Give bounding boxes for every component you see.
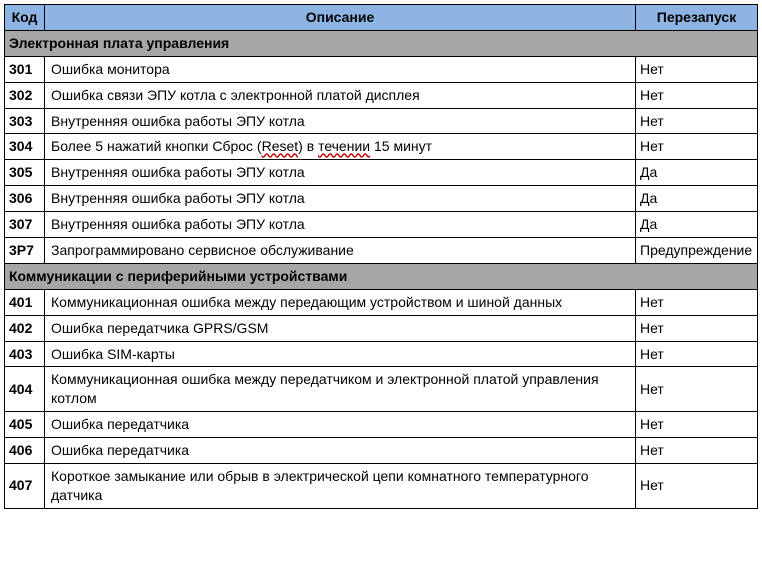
table-row: 306Внутренняя ошибка работы ЭПУ котлаДа bbox=[5, 186, 758, 212]
table-body: Электронная плата управления301Ошибка мо… bbox=[5, 30, 758, 508]
restart-cell: Нет bbox=[636, 289, 758, 315]
desc-cell: Внутренняя ошибка работы ЭПУ котла bbox=[45, 160, 636, 186]
code-cell: 3P7 bbox=[5, 238, 45, 264]
code-cell: 404 bbox=[5, 367, 45, 412]
restart-cell: Нет bbox=[636, 134, 758, 160]
restart-cell: Нет bbox=[636, 412, 758, 438]
code-cell: 402 bbox=[5, 315, 45, 341]
section-header-row: Коммуникации с периферийными устройствам… bbox=[5, 263, 758, 289]
table-row: 406Ошибка передатчикаНет bbox=[5, 438, 758, 464]
desc-cell: Более 5 нажатий кнопки Сброс (Reset) в т… bbox=[45, 134, 636, 160]
code-cell: 307 bbox=[5, 212, 45, 238]
code-cell: 407 bbox=[5, 464, 45, 509]
desc-cell: Внутренняя ошибка работы ЭПУ котла bbox=[45, 186, 636, 212]
code-cell: 305 bbox=[5, 160, 45, 186]
section-title: Электронная плата управления bbox=[5, 30, 758, 56]
desc-cell: Ошибка передатчика GPRS/GSM bbox=[45, 315, 636, 341]
restart-cell: Нет bbox=[636, 82, 758, 108]
section-title: Коммуникации с периферийными устройствам… bbox=[5, 263, 758, 289]
restart-cell: Нет bbox=[636, 108, 758, 134]
desc-cell: Ошибка монитора bbox=[45, 56, 636, 82]
desc-cell: Ошибка передатчика bbox=[45, 412, 636, 438]
col-header-desc: Описание bbox=[45, 5, 636, 31]
table-row: 304Более 5 нажатий кнопки Сброс (Reset) … bbox=[5, 134, 758, 160]
table-row: 404Коммуникационная ошибка между передат… bbox=[5, 367, 758, 412]
restart-cell: Да bbox=[636, 186, 758, 212]
code-cell: 405 bbox=[5, 412, 45, 438]
code-cell: 301 bbox=[5, 56, 45, 82]
table-row: 303Внутренняя ошибка работы ЭПУ котлаНет bbox=[5, 108, 758, 134]
table-row: 403Ошибка SIM-картыНет bbox=[5, 341, 758, 367]
table-header-row: Код Описание Перезапуск bbox=[5, 5, 758, 31]
code-cell: 306 bbox=[5, 186, 45, 212]
table-row: 302Ошибка связи ЭПУ котла с электронной … bbox=[5, 82, 758, 108]
table-row: 305Внутренняя ошибка работы ЭПУ котлаДа bbox=[5, 160, 758, 186]
table-row: 405Ошибка передатчикаНет bbox=[5, 412, 758, 438]
table-row: 301Ошибка монитораНет bbox=[5, 56, 758, 82]
desc-cell: Запрограммировано сервисное обслуживание bbox=[45, 238, 636, 264]
table-row: 3P7Запрограммировано сервисное обслужива… bbox=[5, 238, 758, 264]
restart-cell: Нет bbox=[636, 464, 758, 509]
section-header-row: Электронная плата управления bbox=[5, 30, 758, 56]
desc-cell: Внутренняя ошибка работы ЭПУ котла bbox=[45, 108, 636, 134]
table-row: 402Ошибка передатчика GPRS/GSMНет bbox=[5, 315, 758, 341]
error-codes-table: Код Описание Перезапуск Электронная плат… bbox=[4, 4, 758, 509]
code-cell: 304 bbox=[5, 134, 45, 160]
col-header-code: Код bbox=[5, 5, 45, 31]
restart-cell: Нет bbox=[636, 315, 758, 341]
code-cell: 403 bbox=[5, 341, 45, 367]
code-cell: 303 bbox=[5, 108, 45, 134]
desc-cell: Коммуникационная ошибка между передатчик… bbox=[45, 367, 636, 412]
table-row: 407Короткое замыкание или обрыв в электр… bbox=[5, 464, 758, 509]
restart-cell: Предупреждение bbox=[636, 238, 758, 264]
desc-cell: Ошибка SIM-карты bbox=[45, 341, 636, 367]
restart-cell: Нет bbox=[636, 56, 758, 82]
code-cell: 401 bbox=[5, 289, 45, 315]
code-cell: 406 bbox=[5, 438, 45, 464]
table-row: 401Коммуникационная ошибка между передаю… bbox=[5, 289, 758, 315]
table-row: 307Внутренняя ошибка работы ЭПУ котлаДа bbox=[5, 212, 758, 238]
desc-cell: Короткое замыкание или обрыв в электриче… bbox=[45, 464, 636, 509]
restart-cell: Нет bbox=[636, 438, 758, 464]
restart-cell: Нет bbox=[636, 341, 758, 367]
desc-cell: Ошибка связи ЭПУ котла с электронной пла… bbox=[45, 82, 636, 108]
restart-cell: Нет bbox=[636, 367, 758, 412]
code-cell: 302 bbox=[5, 82, 45, 108]
restart-cell: Да bbox=[636, 212, 758, 238]
desc-cell: Ошибка передатчика bbox=[45, 438, 636, 464]
restart-cell: Да bbox=[636, 160, 758, 186]
col-header-restart: Перезапуск bbox=[636, 5, 758, 31]
desc-cell: Внутренняя ошибка работы ЭПУ котла bbox=[45, 212, 636, 238]
desc-cell: Коммуникационная ошибка между передающим… bbox=[45, 289, 636, 315]
